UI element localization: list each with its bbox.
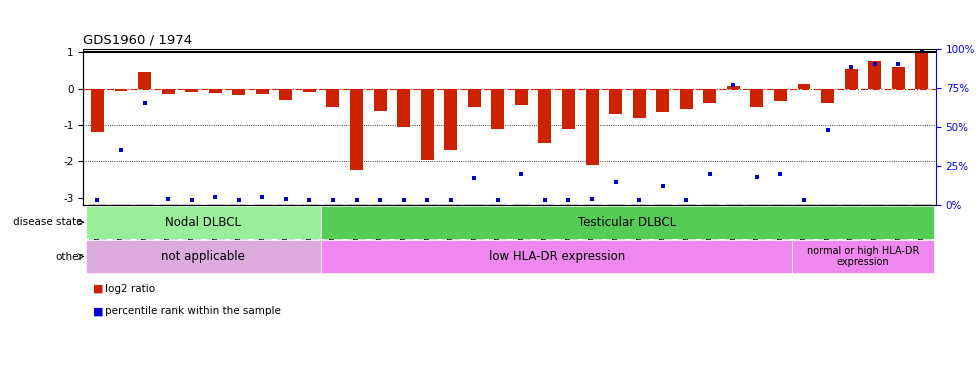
- Point: [255, 194, 270, 200]
- Point: [89, 197, 105, 203]
- Bar: [792, 240, 934, 273]
- Bar: [727, 86, 740, 89]
- Point: [208, 194, 223, 200]
- Point: [537, 197, 553, 203]
- Point: [655, 183, 670, 189]
- Bar: [657, 89, 669, 112]
- Bar: [373, 89, 386, 111]
- Bar: [115, 89, 127, 90]
- Point: [349, 197, 365, 203]
- Bar: [350, 89, 363, 171]
- Bar: [467, 89, 481, 107]
- Point: [772, 171, 788, 177]
- Point: [443, 197, 459, 203]
- Bar: [321, 240, 792, 273]
- Text: low HLA-DR expression: low HLA-DR expression: [489, 250, 625, 263]
- Text: GDS1960 / 1974: GDS1960 / 1974: [83, 34, 192, 47]
- Text: Nodal DLBCL: Nodal DLBCL: [166, 216, 241, 229]
- Text: not applicable: not applicable: [162, 250, 245, 263]
- Point: [725, 82, 741, 88]
- Bar: [91, 89, 104, 132]
- Point: [584, 196, 600, 202]
- Bar: [633, 89, 646, 118]
- Bar: [845, 69, 858, 89]
- Text: normal or high HLA-DR
expression: normal or high HLA-DR expression: [807, 246, 919, 267]
- Point: [490, 197, 506, 203]
- Point: [678, 197, 694, 203]
- Point: [891, 62, 907, 68]
- Bar: [420, 89, 433, 160]
- Bar: [538, 89, 552, 143]
- Point: [136, 100, 152, 106]
- Bar: [610, 89, 622, 114]
- Bar: [326, 89, 339, 107]
- Point: [819, 127, 835, 133]
- Text: ■: ■: [93, 306, 107, 316]
- Bar: [892, 67, 905, 89]
- Bar: [185, 89, 198, 92]
- Point: [914, 46, 930, 52]
- Bar: [680, 89, 693, 109]
- Point: [796, 197, 811, 203]
- Point: [702, 171, 717, 177]
- Bar: [562, 89, 575, 129]
- Text: ■: ■: [93, 284, 107, 294]
- Point: [278, 196, 294, 202]
- Point: [302, 197, 318, 203]
- Point: [514, 171, 529, 177]
- Bar: [868, 62, 881, 89]
- Bar: [279, 89, 292, 100]
- Bar: [704, 89, 716, 103]
- Bar: [774, 89, 787, 102]
- Bar: [303, 89, 316, 92]
- Point: [184, 197, 200, 203]
- Point: [419, 197, 435, 203]
- Bar: [444, 89, 458, 150]
- Text: disease state: disease state: [14, 217, 83, 227]
- Bar: [85, 206, 321, 239]
- Point: [325, 197, 341, 203]
- Point: [113, 147, 128, 153]
- Bar: [162, 89, 174, 94]
- Bar: [514, 89, 528, 105]
- Bar: [821, 89, 834, 103]
- Point: [843, 64, 858, 70]
- Point: [867, 62, 883, 68]
- Bar: [586, 89, 599, 165]
- Point: [608, 178, 623, 184]
- Bar: [85, 240, 321, 273]
- Text: Testicular DLBCL: Testicular DLBCL: [578, 216, 676, 229]
- Bar: [138, 72, 151, 89]
- Bar: [491, 89, 505, 129]
- Point: [372, 197, 388, 203]
- Point: [631, 197, 647, 203]
- Bar: [915, 53, 928, 89]
- Bar: [232, 89, 245, 95]
- Bar: [209, 89, 221, 93]
- Point: [231, 197, 247, 203]
- Text: percentile rank within the sample: percentile rank within the sample: [105, 306, 280, 316]
- Text: other: other: [55, 252, 83, 262]
- Bar: [397, 89, 410, 127]
- Bar: [798, 84, 810, 89]
- Point: [161, 196, 176, 202]
- Text: log2 ratio: log2 ratio: [105, 284, 155, 294]
- Bar: [751, 89, 763, 107]
- Point: [749, 174, 764, 180]
- Point: [466, 176, 482, 181]
- Point: [396, 197, 412, 203]
- Bar: [256, 89, 269, 94]
- Point: [561, 197, 576, 203]
- Bar: [321, 206, 934, 239]
